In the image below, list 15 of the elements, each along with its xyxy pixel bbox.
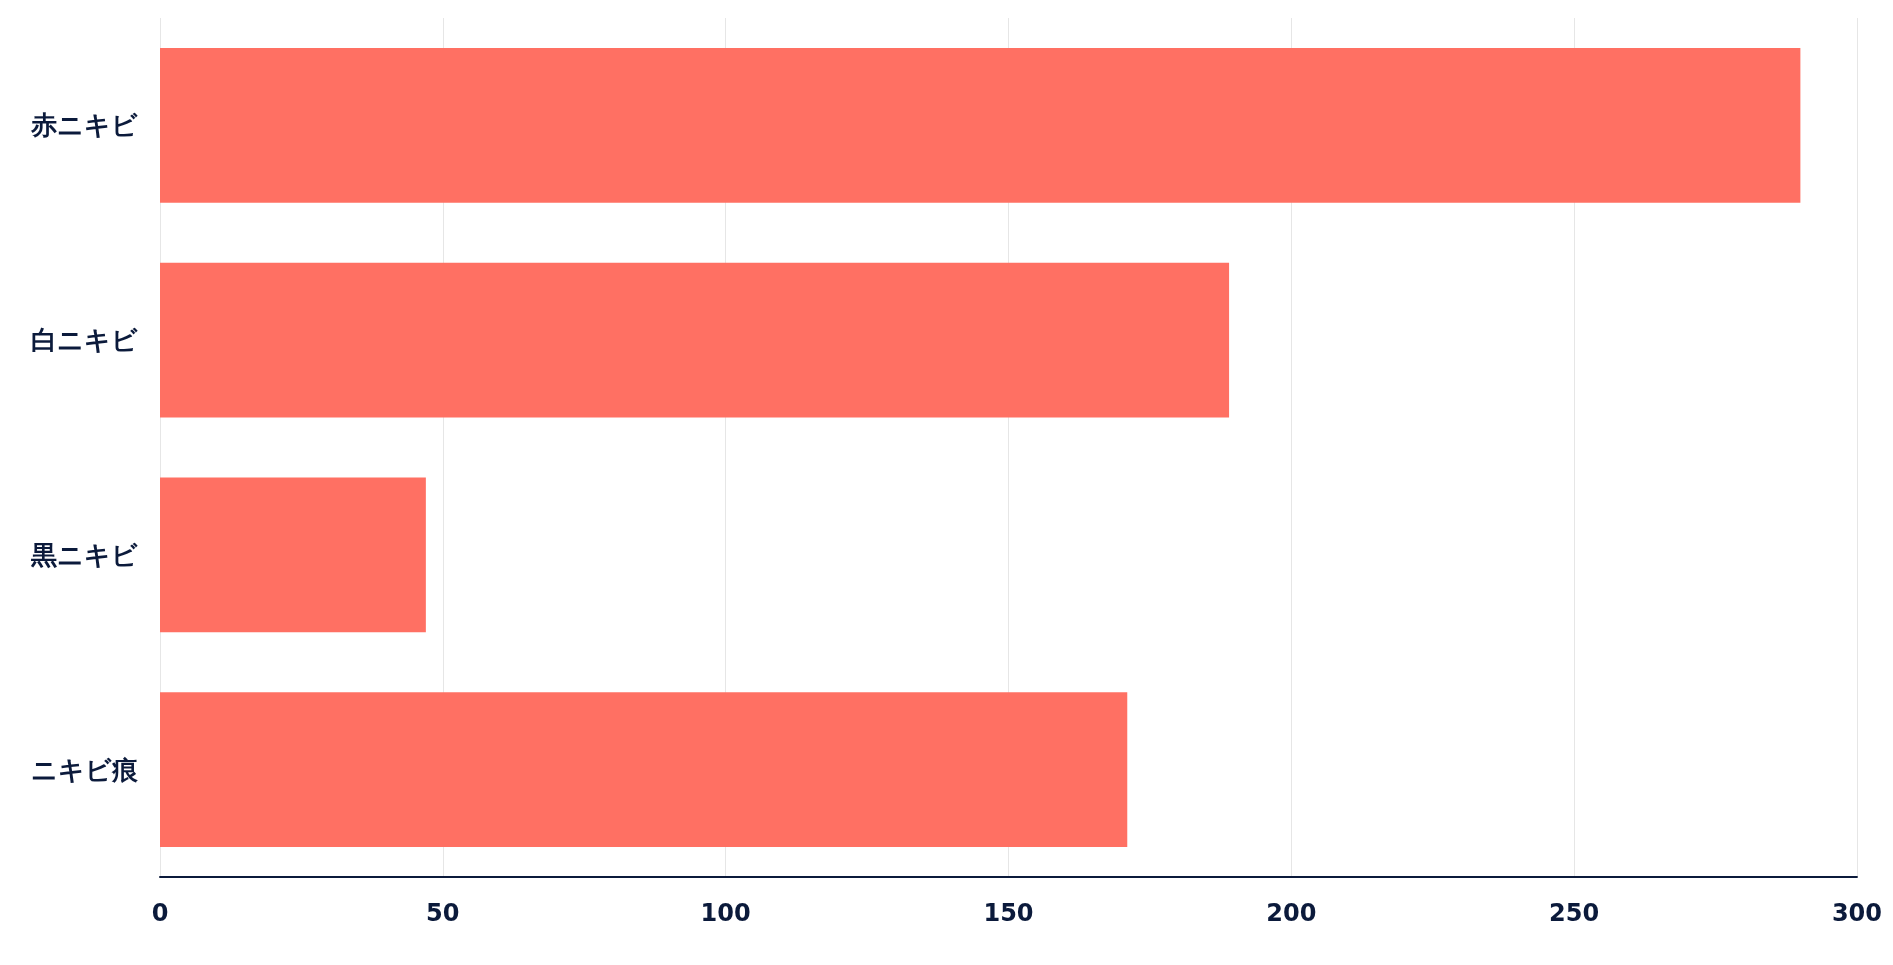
bar (160, 477, 426, 633)
x-tick-label: 200 (1266, 899, 1317, 927)
x-tick-label: 300 (1831, 899, 1883, 927)
y-tick-label: 白ニキビ (31, 325, 138, 356)
x-tick-label: 150 (983, 899, 1034, 927)
y-tick-label: ニキビ痕 (31, 754, 138, 785)
bar (160, 262, 1230, 418)
x-tick-label: 50 (426, 899, 460, 927)
y-tick-label: 赤ニキビ (30, 110, 138, 141)
x-tick-label: 0 (151, 899, 169, 927)
x-tick-label: 250 (1549, 899, 1600, 927)
x-tick-label: 100 (700, 899, 751, 927)
bar (160, 692, 1128, 847)
bar (160, 48, 1801, 203)
y-tick-label: 黒ニキビ (30, 539, 138, 570)
